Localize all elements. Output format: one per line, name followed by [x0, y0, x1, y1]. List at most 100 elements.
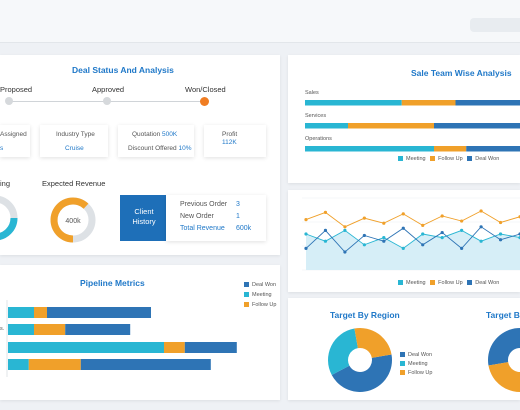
discount-line: Discount Offered 10% — [128, 145, 192, 152]
line-chart-card: Meeting Follow Up Deal Won — [288, 190, 520, 292]
series-point — [440, 236, 444, 240]
pipeline-bar-segment — [80, 359, 211, 370]
team-bar-segment — [434, 123, 520, 129]
series-point — [323, 228, 328, 232]
sale-team-card: Sale Team Wise Analysis Sales Services O… — [288, 55, 520, 183]
series-point — [401, 226, 405, 230]
series-point — [304, 218, 308, 222]
assigned-value: s — [0, 145, 4, 152]
industry-value: Cruise — [65, 145, 84, 152]
new-order-label: New Order — [180, 213, 214, 220]
left-gauge — [0, 196, 18, 240]
expected-revenue-gauge: 400k — [50, 197, 96, 243]
series-point — [304, 246, 308, 250]
series-point — [382, 221, 386, 225]
series-point — [440, 230, 444, 235]
pipeline-bar-segment — [47, 307, 151, 318]
deal-status-card: Deal Status And Analysis Proposed Approv… — [0, 55, 280, 255]
series-line — [305, 229, 520, 249]
series-point — [460, 246, 464, 250]
pipeline-title: Pipeline Metrics — [80, 278, 145, 288]
prev-order-label: Previous Order — [180, 201, 228, 208]
series-line — [305, 210, 520, 228]
line-chart-legend: Meeting Follow Up Deal Won — [398, 280, 499, 286]
series-point — [498, 238, 503, 242]
pipeline-bar-segment — [164, 342, 185, 353]
series-point — [460, 228, 464, 232]
stage-label-won: Won/Closed — [185, 85, 226, 94]
pipeline-bar-segment — [34, 324, 66, 335]
series-point — [323, 239, 328, 243]
stage-dot-won[interactable] — [200, 97, 209, 106]
stage-label-proposed: Proposed — [0, 85, 33, 94]
expected-revenue-value: 400k — [65, 218, 81, 225]
group-label-operations: Operations — [305, 136, 332, 142]
pipeline-bar-segment — [8, 359, 29, 370]
gauge-left-label: ing — [0, 179, 11, 188]
group-label-services: Services — [305, 113, 327, 119]
meeting-area — [306, 230, 520, 270]
pipeline-card: Pipeline Metrics s. Deal Won Meeting Fol… — [0, 265, 280, 400]
search-box[interactable] — [470, 18, 520, 32]
series-point — [343, 228, 347, 232]
series-point — [498, 220, 503, 225]
sale-team-title: Sale Team Wise Analysis — [411, 68, 512, 78]
assigned-label: Assigned — [0, 131, 27, 138]
team-bar-segment — [455, 100, 520, 106]
assigned-card: Assigned s — [0, 125, 30, 157]
team-bar-segment — [305, 100, 402, 106]
client-history-box[interactable] — [120, 195, 166, 241]
pipeline-legend: Deal Won Meeting Follow Up — [244, 280, 276, 310]
series-point — [401, 246, 405, 250]
client-history-title: Client History — [132, 207, 156, 226]
series-point — [382, 236, 386, 240]
target-region-title: Target By Region — [330, 310, 400, 320]
series-point — [479, 225, 483, 229]
pipeline-bar-segment — [28, 359, 81, 370]
series-point — [362, 233, 366, 238]
profit-label: Profit — [222, 131, 238, 138]
series-point — [401, 212, 405, 216]
series-point — [362, 243, 366, 247]
donut-slice — [328, 328, 358, 376]
total-revenue-label: Total Revenue — [180, 225, 225, 232]
series-point — [440, 214, 444, 218]
series-point — [421, 232, 425, 236]
pipeline-bar-segment — [8, 324, 34, 335]
target-region-donut — [328, 328, 520, 392]
donut-slice — [354, 328, 392, 358]
expected-revenue-arc — [50, 197, 89, 243]
stage-dot-proposed[interactable] — [5, 97, 13, 105]
team-bar-segment — [434, 146, 467, 152]
group-label-sales: Sales — [305, 90, 319, 96]
stage-dot-approved[interactable] — [103, 97, 111, 105]
pipeline-bar-segment — [184, 342, 237, 353]
pipeline-bar-segment — [34, 307, 47, 318]
expected-revenue-label: Expected Revenue — [42, 179, 106, 188]
quotation-card: Quotation 500K Discount Offered 10% — [118, 125, 194, 157]
target-region-card: Target By Region Target By Deal Won Meet… — [288, 298, 520, 400]
pipeline-bar-segment — [65, 324, 131, 335]
sale-team-legend: Meeting Follow Up Deal Won — [398, 156, 499, 162]
profit-card: Profit 112K — [204, 125, 266, 157]
series-line — [305, 226, 520, 253]
quotation-line: Quotation 500K — [132, 131, 178, 138]
series-point — [343, 225, 347, 229]
pipeline-bar-segment — [8, 307, 34, 318]
sale-team-chart — [305, 100, 520, 152]
team-bar-segment — [305, 123, 348, 129]
pipeline-row-label: s. — [0, 326, 5, 332]
series-point — [479, 209, 483, 213]
series-point — [421, 223, 425, 227]
series-point — [343, 250, 347, 254]
target-region-legend: Deal Won Meeting Follow Up — [400, 351, 432, 378]
series-point — [479, 239, 483, 243]
series-point — [421, 243, 425, 247]
donut-slice — [488, 328, 520, 366]
series-point — [498, 232, 503, 236]
team-bar-segment — [348, 123, 434, 129]
team-bar-segment — [401, 100, 456, 106]
pipeline-bar-segment — [8, 342, 164, 353]
series-point — [362, 216, 366, 220]
top-bar — [0, 0, 520, 43]
